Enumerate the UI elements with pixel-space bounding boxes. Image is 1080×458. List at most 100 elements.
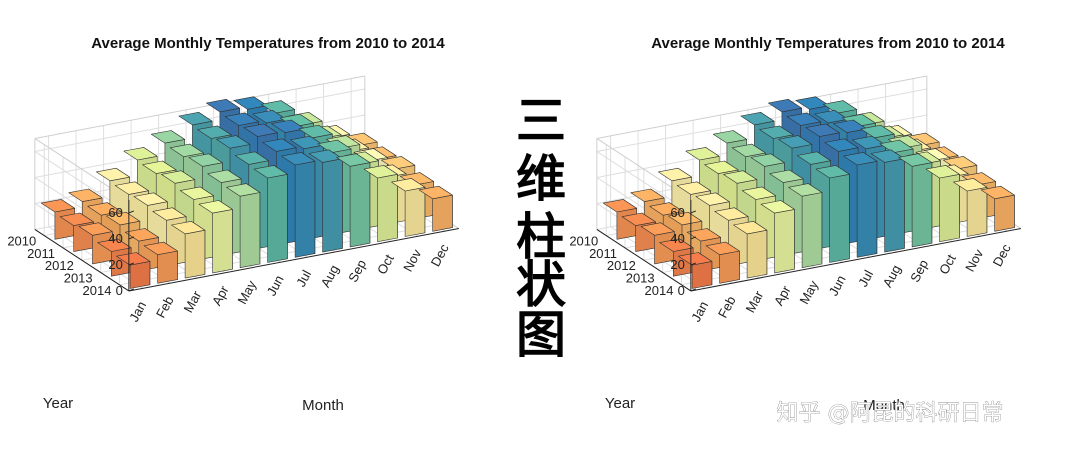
bar-face-top: [843, 152, 878, 166]
z-tick-mark: [128, 262, 135, 266]
bar-face-top: [925, 165, 960, 179]
bar-face-top: [253, 165, 288, 179]
bar-face-top: [953, 178, 988, 192]
bar-face-top: [731, 143, 766, 157]
bar-face-top: [686, 228, 721, 242]
bar-face-front: [432, 194, 453, 232]
month-tick-label: Sep: [907, 257, 931, 284]
bar-face-top: [188, 153, 223, 167]
bar-face-top: [678, 252, 713, 266]
bar-2014-Nov: [391, 178, 426, 237]
bar-face-front: [774, 209, 795, 274]
bar-face-front: [267, 174, 288, 263]
year-tick-label: 2010: [569, 234, 598, 249]
month-tick-label: Sep: [345, 257, 369, 284]
year-tick-label: 2012: [45, 258, 74, 273]
bar-face-top: [712, 130, 748, 144]
bar-face-front: [939, 174, 960, 242]
month-tick-label: May: [234, 278, 259, 307]
bar-face-top: [179, 186, 214, 200]
bar-face-top: [750, 153, 785, 167]
bar-face-front: [404, 187, 426, 237]
bar-2014-Sep: [336, 153, 371, 248]
bar-2014-Jun: [253, 165, 288, 263]
bar-face-front: [184, 229, 206, 279]
bar-face-top: [760, 200, 795, 214]
bar-2014-Feb: [705, 241, 740, 284]
month-tick-label: Jan: [688, 299, 711, 325]
bar-face-top: [336, 153, 371, 167]
bar-2014-Jul: [281, 152, 316, 258]
banner-char-1: 三: [516, 91, 566, 150]
month-tick-label: Oct: [374, 252, 397, 277]
year-tick-label: 2011: [589, 246, 617, 261]
bar-face-front: [966, 187, 988, 237]
z-tick-mark: [128, 210, 135, 214]
bar-face-top: [649, 202, 684, 216]
bar-face-top: [68, 188, 103, 202]
axis-box-edge: [34, 75, 365, 139]
chart-title: Average Monthly Temperatures from 2010 t…: [91, 35, 445, 52]
bar-face-top: [169, 143, 204, 157]
bar-face-top: [704, 160, 739, 174]
banner-char-2: 维: [516, 149, 566, 208]
z-tick-mark: [690, 210, 697, 214]
bar-face-top: [741, 186, 776, 200]
year-tick-label: 2013: [64, 271, 93, 286]
month-tick-label: Jan: [126, 299, 149, 325]
bar-face-front: [322, 158, 343, 253]
bar-2014-Dec: [418, 185, 453, 232]
bar-face-top: [640, 222, 675, 236]
bar-face-top: [723, 170, 758, 184]
bar-face-top: [621, 212, 656, 226]
month-tick-label: Mar: [743, 288, 767, 315]
bar-face-top: [40, 199, 75, 213]
z-tick-label: 40: [108, 231, 122, 246]
left-bar3d-chart: Average Monthly Temperatures from 2010 t…: [7, 35, 460, 414]
bar-2014-May: [226, 183, 261, 269]
bar-2014-Sep: [898, 153, 933, 248]
month-tick-label: Apr: [771, 283, 794, 308]
z-tick-label: 0: [116, 283, 123, 298]
z-tick-label: 60: [670, 205, 684, 220]
bar-face-top: [97, 238, 132, 252]
bar-face-top: [116, 252, 151, 266]
bar-face-top: [161, 170, 196, 184]
bar-face-top: [759, 125, 794, 139]
month-tick-label: Nov: [962, 246, 986, 274]
year-axis-label: Year: [43, 395, 73, 412]
bar-face-top: [78, 222, 113, 236]
bar-face-top: [659, 238, 694, 252]
z-tick-label: 60: [108, 205, 122, 220]
year-tick-label: 2011: [27, 246, 55, 261]
bar-face-top: [815, 165, 850, 179]
bar-2014-Nov: [953, 178, 988, 237]
bar-face-top: [796, 151, 831, 165]
year-axis-label: Year: [605, 395, 635, 412]
bar-2014-Mar: [733, 221, 768, 279]
bar-face-top: [206, 99, 240, 113]
bar-face-top: [124, 228, 159, 242]
year-tick-label: 2013: [626, 271, 655, 286]
bar-face-top: [786, 112, 821, 126]
chart-title: Average Monthly Temperatures from 2010 t…: [651, 35, 1005, 52]
bar-face-top: [262, 138, 297, 152]
year-axis-line: [34, 229, 130, 292]
bar-face-front: [129, 261, 151, 289]
month-axis-label: Month: [863, 397, 905, 414]
bar-face-top: [298, 124, 333, 139]
bar-face-top: [123, 147, 158, 161]
bar-2014-Jan: [116, 252, 151, 289]
year-tick-label: 2014: [83, 283, 112, 298]
banner-char-3: 柱: [516, 207, 566, 266]
bar-face-top: [767, 99, 803, 113]
month-tick-label: Apr: [209, 283, 232, 308]
bar-2014-Mar: [171, 221, 206, 279]
bar-face-top: [87, 202, 122, 216]
bar-face-top: [769, 169, 804, 183]
bar-face-top: [178, 112, 213, 126]
bar-face-top: [171, 221, 206, 235]
bar-face-top: [152, 207, 187, 221]
bar-face-top: [234, 151, 269, 165]
bar-face-top: [317, 139, 352, 153]
